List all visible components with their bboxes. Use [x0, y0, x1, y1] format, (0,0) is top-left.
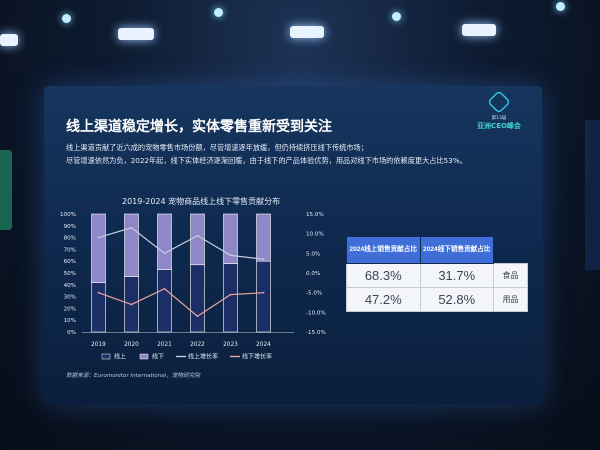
y-right-tick-label: 10.0%: [306, 232, 324, 238]
y-left-tick-label: 100%: [60, 212, 76, 218]
y-left-tick-label: 10%: [64, 318, 76, 324]
contribution-table: 2024线上销售贡献占比 2024线下销售贡献占比 68.3% 31.7% 食品…: [346, 236, 528, 312]
line-online-growth-point: [196, 234, 199, 237]
ceiling-light: [556, 2, 565, 11]
x-tick-label: 2019: [91, 342, 106, 348]
ceiling-light: [462, 24, 496, 36]
ceiling-light: [290, 26, 324, 38]
table-row: 68.3% 31.7% 食品: [346, 263, 528, 288]
ceiling-light: [392, 12, 401, 21]
bar-offline: [91, 213, 106, 283]
y-left-tick-label: 80%: [64, 236, 76, 242]
bar-offline: [157, 213, 172, 270]
line-online-growth: [98, 227, 264, 260]
line-offline-growth-point: [97, 291, 100, 294]
table-header: 2024线上销售贡献占比: [346, 236, 421, 264]
bar-offline: [124, 213, 139, 277]
slide-subtitle: 线上渠道贡献了近六成的宠物零售市场份额，尽管增速逐年放缓，但仍持续挤压线下传统市…: [66, 143, 368, 152]
legend-swatch: [139, 353, 149, 360]
side-screen: [0, 150, 12, 230]
line-online-growth-point: [229, 254, 232, 257]
table-cell: 31.7%: [419, 263, 494, 288]
bar-offline: [256, 213, 271, 262]
y-left-tick-label: 90%: [64, 224, 76, 230]
table-cell: 52.8%: [419, 287, 494, 312]
line-online-growth-point: [130, 226, 133, 229]
line-offline-growth-point: [130, 303, 133, 306]
bar-online: [190, 264, 205, 333]
table-cell: 68.3%: [346, 263, 421, 288]
table-row-label: 用品: [493, 287, 528, 312]
ceiling-light: [214, 8, 223, 17]
x-tick-label: 2022: [190, 342, 205, 348]
y-right-tick-label: 15.0%: [306, 212, 324, 218]
bar-online: [157, 269, 172, 333]
data-source: 数据来源：Euromonitor International，宠物研究院: [66, 373, 200, 379]
stacked-bar-chart: 0% 10% 20% 30% 40% 50% 60% 70% 80% 90% 100% -15.0% -…: [60, 212, 326, 361]
slide-title: 线上渠道稳定增长，实体零售重新受到关注: [66, 119, 332, 135]
logo-text: 第13届: [491, 116, 507, 121]
y-right-tick-label: -10.0%: [306, 310, 326, 316]
table-row-label: 食品: [493, 263, 528, 288]
x-tick-label: 2021: [157, 342, 172, 348]
x-tick-label: 2020: [124, 342, 139, 348]
chart-title: 2019-2024 宠物商品线上线下零售贡献分布: [122, 197, 281, 206]
logo-text: 亚洲CEO峰会: [477, 121, 521, 130]
y-right-tick-label: -5.0%: [306, 291, 322, 297]
line-online-growth-point: [163, 252, 166, 255]
y-left-tick-label: 70%: [64, 247, 76, 253]
table-spacer: [494, 237, 528, 264]
y-left-tick-label: 60%: [64, 259, 76, 265]
slide-screen: 线上渠道稳定增长，实体零售重新受到关注 线上渠道贡献了近六成的宠物零售市场份额，…: [44, 86, 542, 404]
y-right-tick-label: -15.0%: [306, 330, 326, 336]
y-left-tick-label: 40%: [64, 283, 76, 289]
y-right-tick-label: 0.0%: [306, 271, 320, 277]
y-left-tick-label: 50%: [64, 271, 76, 277]
line-offline-growth-point: [229, 293, 232, 296]
x-tick-label: 2023: [223, 342, 238, 348]
table-cell: 47.2%: [346, 287, 421, 312]
slide-subtitle: 尽管增速依然为负，2022年起，线下实体经济逐渐回暖，由于线下的产品体验优势，用…: [66, 156, 467, 165]
ceiling-light: [62, 14, 71, 23]
y-left-tick-label: 20%: [64, 306, 76, 312]
legend-label: 线下增长率: [242, 353, 272, 361]
ceiling-light: [118, 28, 154, 40]
y-left-tick-label: 30%: [64, 295, 76, 301]
legend-swatch: [101, 353, 111, 360]
ceiling-light: [0, 34, 18, 46]
line-offline-growth-point: [163, 287, 166, 290]
line-offline-growth-point: [196, 315, 199, 318]
bar-offline: [223, 213, 238, 264]
bar-offline: [190, 213, 205, 266]
line-online-growth-point: [97, 236, 100, 239]
line-online-growth-point: [262, 258, 265, 261]
legend-label: 线上: [114, 353, 126, 361]
legend-label: 线下: [152, 353, 164, 361]
line-offline-growth: [98, 288, 264, 318]
y-right-tick-label: 5.0%: [306, 251, 320, 257]
x-tick-label: 2024: [256, 342, 271, 348]
y-left-tick-label: 0%: [67, 330, 76, 336]
summit-logo: 第13届 亚洲CEO峰会: [474, 90, 524, 142]
legend-label: 线上增长率: [188, 353, 218, 361]
bar-online: [91, 282, 106, 333]
table-header-row: 2024线上销售贡献占比 2024线下销售贡献占比: [346, 236, 528, 264]
bar-online: [256, 260, 271, 333]
side-screen: [585, 120, 600, 270]
table-row: 47.2% 52.8% 用品: [346, 287, 528, 312]
line-offline-growth-point: [262, 291, 265, 294]
table-header: 2024线下销售贡献占比: [419, 236, 494, 264]
